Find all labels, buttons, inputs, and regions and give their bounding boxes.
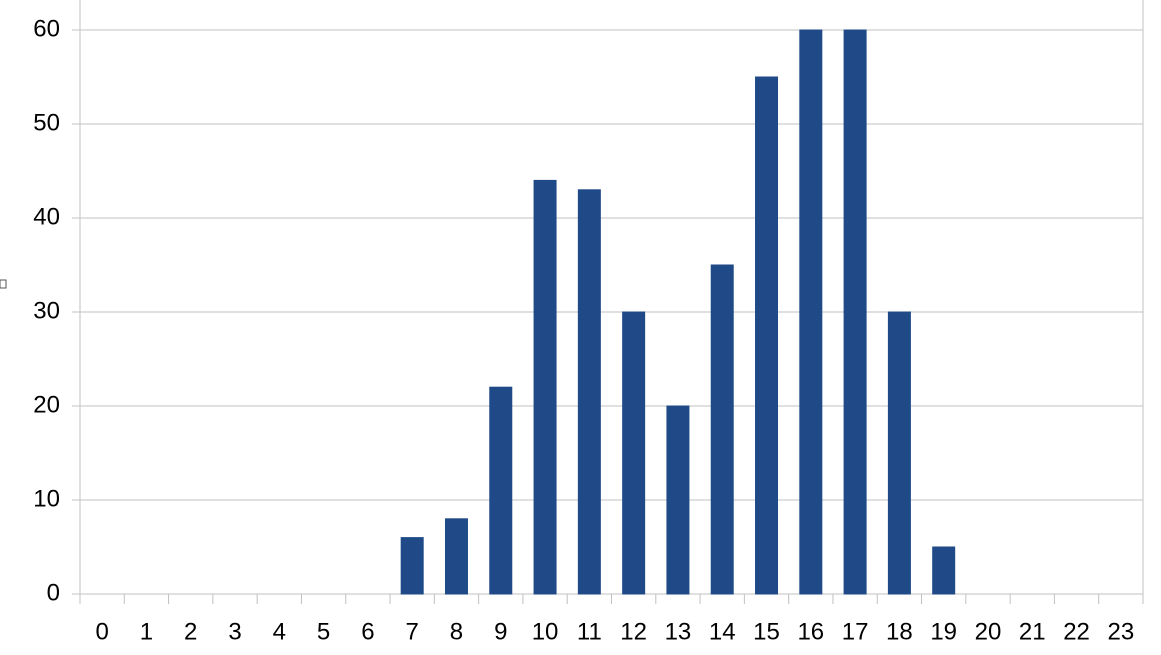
x-tick-label: 8	[450, 618, 463, 645]
x-tick-label: 19	[930, 618, 957, 645]
x-tick-label: 21	[1019, 618, 1046, 645]
x-tick-label: 7	[406, 618, 419, 645]
y-tick-label: 40	[33, 203, 60, 230]
bar	[843, 29, 867, 595]
x-tick-label: 13	[665, 618, 692, 645]
bar	[710, 264, 734, 595]
x-tick-label: 22	[1063, 618, 1090, 645]
bar	[666, 405, 690, 595]
x-tick-label: 20	[975, 618, 1002, 645]
x-tick-label: 3	[228, 618, 241, 645]
x-tick-label: 18	[886, 618, 913, 645]
x-tick-label: 17	[842, 618, 869, 645]
y-tick-label: 30	[33, 297, 60, 324]
x-tick-label: 2	[184, 618, 197, 645]
x-tick-label: 6	[361, 618, 374, 645]
x-tick-label: 10	[532, 618, 559, 645]
bar	[489, 386, 513, 595]
bar	[799, 29, 823, 595]
x-tick-label: 0	[95, 618, 108, 645]
x-tick-label: 5	[317, 618, 330, 645]
bar	[622, 311, 646, 595]
y-tick-label: 50	[33, 109, 60, 136]
y-tick-label: 10	[33, 485, 60, 512]
x-tick-label: 12	[620, 618, 647, 645]
bar	[755, 76, 779, 595]
x-tick-label: 14	[709, 618, 736, 645]
x-tick-label: 1	[140, 618, 153, 645]
x-tick-label: 23	[1108, 618, 1135, 645]
bar	[400, 537, 424, 595]
bar	[577, 189, 601, 595]
bar	[444, 518, 468, 595]
bar	[887, 311, 911, 595]
handle	[0, 279, 7, 289]
y-tick-label: 0	[47, 579, 60, 606]
y-tick-label: 20	[33, 391, 60, 418]
x-tick-label: 11	[577, 618, 602, 645]
x-tick-label: 4	[273, 618, 286, 645]
x-tick-label: 9	[494, 618, 507, 645]
bar	[533, 179, 557, 595]
x-tick-label: 15	[753, 618, 780, 645]
x-tick-label: 16	[797, 618, 824, 645]
y-tick-label: 60	[33, 15, 60, 42]
bar	[932, 546, 956, 595]
